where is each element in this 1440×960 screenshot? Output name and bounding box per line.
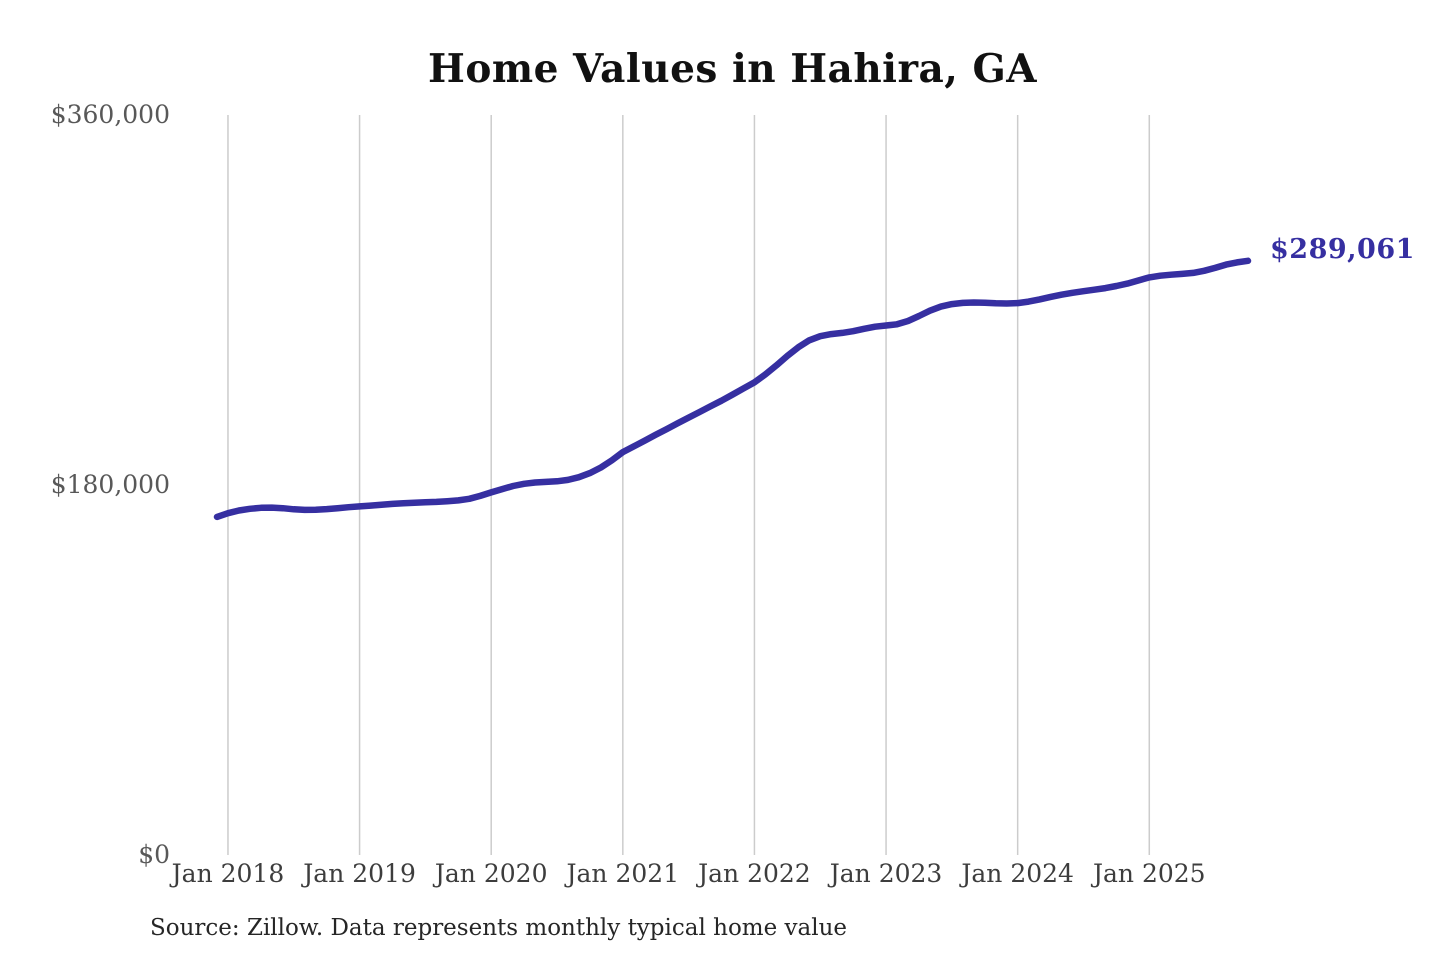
source-note: Source: Zillow. Data represents monthly … [150,915,848,941]
latest-value-label: $289,061 [1270,233,1415,265]
y-axis-label: $360,000 [50,100,170,129]
y-axis-label: $0 [138,840,170,869]
x-axis-label: Jan 2024 [961,859,1074,888]
y-axis-label: $180,000 [50,470,170,499]
x-axis-label: Jan 2022 [698,859,811,888]
chart-title: Home Values in Hahira, GA [427,46,1038,92]
home-value-line [213,257,1252,521]
x-axis-label: Jan 2021 [566,859,680,888]
x-axis-label: Jan 2023 [829,859,943,888]
x-axis-label: Jan 2020 [434,859,548,888]
gridlines [227,115,1151,855]
x-axis-label: Jan 2019 [303,859,416,888]
x-axis-label: Jan 2018 [171,859,285,888]
x-axis-label: Jan 2025 [1092,859,1206,888]
